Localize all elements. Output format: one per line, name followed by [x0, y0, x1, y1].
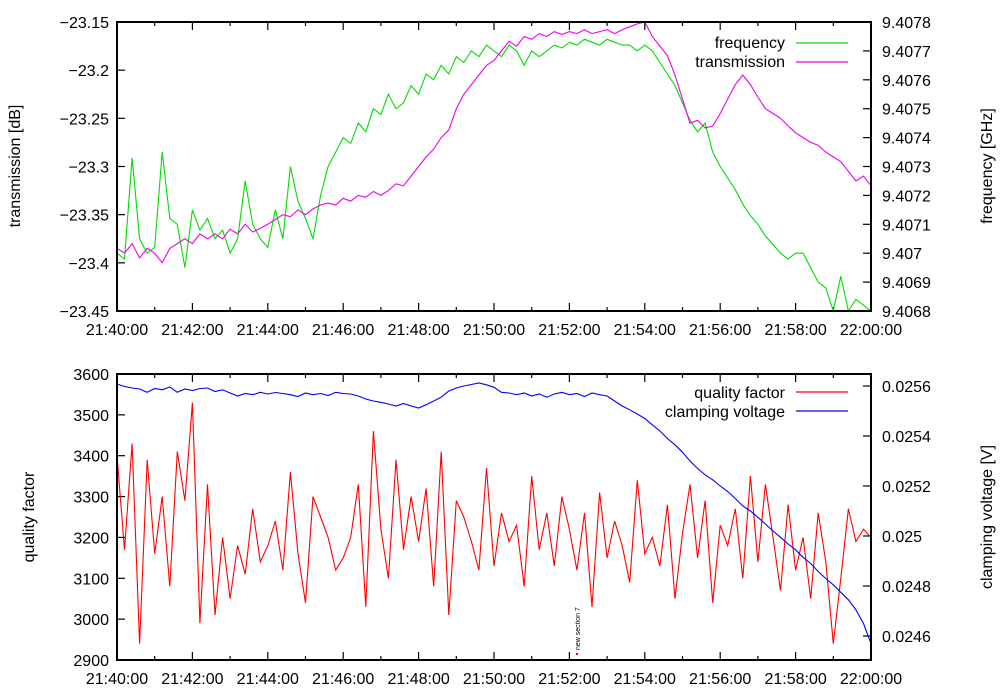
x-tick-label: 21:46:00	[312, 671, 374, 688]
x-tick-label: 21:48:00	[387, 322, 449, 339]
y-left-tick-label: 3500	[73, 408, 109, 425]
top-series	[116, 21, 872, 314]
legend-label-quality-factor: quality factor	[694, 385, 785, 402]
x-tick-label: 22:00:00	[840, 322, 902, 339]
x-tick-label: 21:56:00	[689, 322, 751, 339]
x-tick-label: 21:58:00	[764, 671, 826, 688]
y-right-tick-label: 9.4069	[882, 275, 931, 292]
x-tick-label: 21:50:00	[463, 671, 525, 688]
x-tick-label: 22:00:00	[840, 671, 902, 688]
bottom-panel: 21:40:00 21:42:00 21:44:00 21:46:00 21:48:00…	[21, 367, 996, 688]
x-tick-label: 21:54:00	[614, 322, 676, 339]
x-tick-label: 21:50:00	[463, 322, 525, 339]
legend-label-transmission: transmission	[695, 54, 785, 71]
y-left-tick-label: 3000	[73, 612, 109, 629]
x-tick-label: 21:52:00	[538, 671, 600, 688]
y-right-tick-label: 0.025	[882, 529, 922, 546]
y-left-tick-label: 2900	[73, 653, 109, 670]
x-tick-label: 21:44:00	[237, 322, 299, 339]
y-left-tick-label: −23.25	[60, 111, 109, 128]
legend-label-clamping-voltage: clamping voltage	[665, 404, 785, 421]
series-line-clamping-voltage	[116, 382, 872, 644]
bottom-left-axis-title: quality factor	[21, 471, 38, 562]
bottom-series	[116, 382, 872, 644]
y-left-tick-label: 3600	[73, 367, 109, 384]
x-tick-label: 21:40:00	[86, 322, 148, 339]
bottom-legend: quality factor clamping voltage	[665, 385, 848, 421]
y-right-tick-label: 0.0248	[882, 579, 931, 596]
y-left-tick-label: −23.3	[69, 160, 110, 177]
x-tick-label: 21:44:00	[237, 671, 299, 688]
y-left-tick-label: −23.2	[69, 63, 110, 80]
y-right-tick-label: 9.4076	[882, 73, 931, 90]
top-legend: frequency transmission	[695, 35, 848, 71]
y-right-tick-label: 0.0256	[882, 379, 931, 396]
bottom-right-axis-title: clamping voltage [V]	[979, 445, 996, 589]
top-right-axis-title: frequency [GHz]	[979, 108, 996, 224]
x-tick-label: 21:42:00	[161, 322, 223, 339]
x-tick-label: 21:46:00	[312, 322, 374, 339]
y-left-tick-label: −23.4	[69, 256, 110, 273]
y-right-tick-label: 9.4072	[882, 188, 931, 205]
y-right-tick-label: 0.0246	[882, 629, 931, 646]
top-plot-frame	[116, 21, 872, 312]
y-left-tick-label: 3200	[73, 530, 109, 547]
annotation-marker	[575, 652, 579, 656]
y-left-tick-label: −23.35	[60, 208, 109, 225]
x-tick-label: 21:42:00	[161, 671, 223, 688]
x-tick-label: 21:48:00	[387, 671, 449, 688]
y-right-tick-label: 9.407	[882, 246, 922, 263]
series-line-quality-factor	[116, 402, 872, 644]
y-right-tick-label: 9.4075	[882, 102, 931, 119]
x-tick-label: 21:54:00	[614, 671, 676, 688]
y-right-tick-label: 9.4068	[882, 304, 931, 321]
top-labels: 21:40:00 21:42:00 21:44:00 21:46:00 21:48:00…	[60, 15, 931, 339]
y-left-tick-label: 3100	[73, 571, 109, 588]
x-tick-label: 21:58:00	[764, 322, 826, 339]
top-left-axis-title: transmission [dB]	[7, 105, 24, 228]
x-tick-label: 21:40:00	[86, 671, 148, 688]
y-left-tick-label: −23.15	[60, 15, 109, 32]
top-panel: 21:40:00 21:42:00 21:44:00 21:46:00 21:48:00…	[7, 15, 996, 339]
y-right-tick-label: 9.4077	[882, 44, 931, 61]
annotation-new-section: new section 7	[575, 607, 582, 656]
y-right-tick-label: 0.0252	[882, 479, 931, 496]
series-line-transmission	[116, 21, 872, 264]
y-right-tick-label: 9.4073	[882, 160, 931, 177]
legend-label-frequency: frequency	[715, 35, 785, 52]
x-tick-label: 21:52:00	[538, 322, 600, 339]
y-left-tick-label: −23.45	[60, 304, 109, 321]
y-right-tick-label: 9.4071	[882, 217, 931, 234]
bottom-plot-frame	[116, 373, 872, 661]
y-right-tick-label: 0.0254	[882, 429, 931, 446]
bottom-labels: 21:40:00 21:42:00 21:44:00 21:46:00 21:48:00…	[73, 367, 931, 688]
x-tick-label: 21:56:00	[689, 671, 751, 688]
y-left-tick-label: 3400	[73, 449, 109, 466]
annotation-label: new section 7	[575, 607, 582, 650]
y-right-tick-label: 9.4074	[882, 131, 931, 148]
y-left-tick-label: 3300	[73, 490, 109, 507]
y-right-tick-label: 9.4078	[882, 15, 931, 32]
series-line-frequency	[116, 38, 872, 314]
